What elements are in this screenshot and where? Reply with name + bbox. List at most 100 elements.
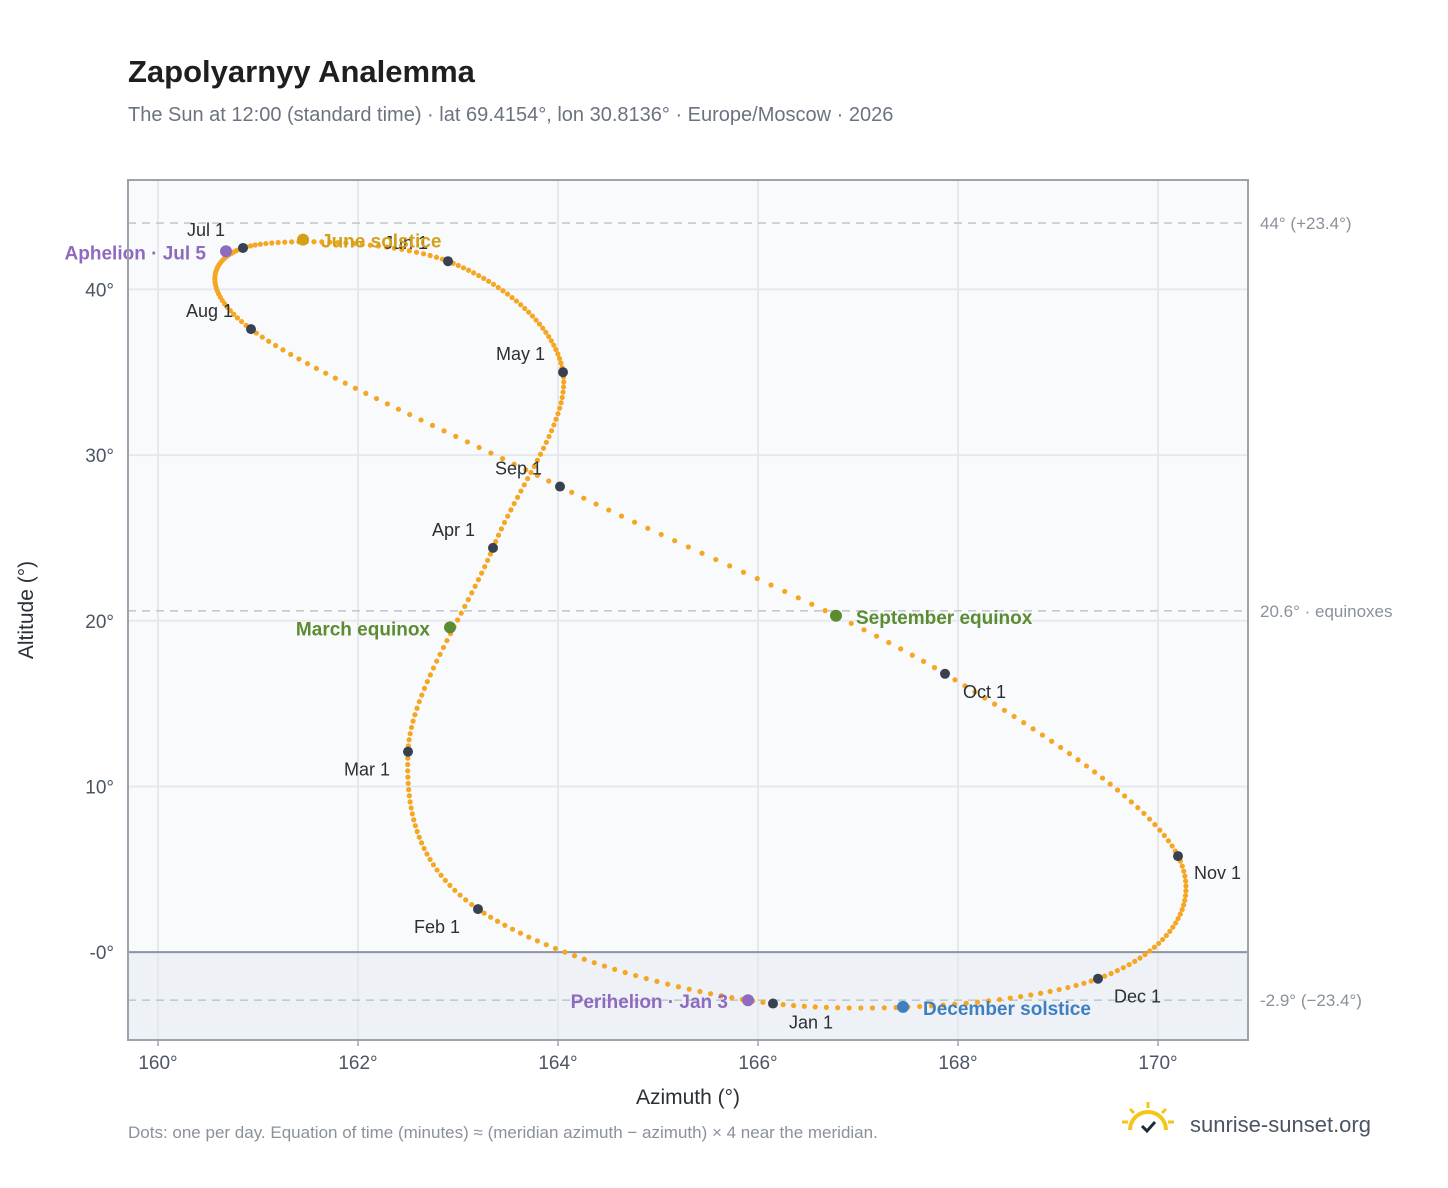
daily-sun-dot bbox=[408, 805, 414, 811]
month-label: Oct 1 bbox=[963, 682, 1006, 702]
daily-sun-dot bbox=[405, 780, 411, 787]
daily-sun-dot bbox=[263, 240, 269, 247]
daily-sun-dot bbox=[410, 718, 416, 724]
daily-sun-dot bbox=[974, 999, 981, 1005]
month-marker bbox=[558, 367, 568, 378]
daily-sun-dot bbox=[551, 422, 557, 428]
month-marker bbox=[555, 481, 565, 492]
month-markers: Jan 1 Feb 1 Mar 1 Apr 1 May 1 Jun 1 Jul 1 Aug 1… bbox=[186, 220, 1241, 1033]
daily-sun-dot bbox=[940, 1002, 946, 1008]
daily-sun-dot bbox=[546, 478, 552, 484]
daily-sun-dot bbox=[414, 828, 420, 835]
daily-sun-dot bbox=[238, 318, 245, 325]
daily-sun-dot bbox=[476, 272, 482, 279]
daily-sun-dot bbox=[1183, 888, 1189, 894]
month-label: Feb 1 bbox=[414, 917, 460, 937]
daily-sun-dot bbox=[498, 526, 505, 532]
daily-sun-dot bbox=[476, 444, 482, 451]
daily-sun-dot bbox=[1170, 924, 1176, 930]
daily-sun-dot bbox=[986, 998, 992, 1004]
daily-sun-dot bbox=[485, 557, 491, 563]
daily-sun-dot bbox=[416, 834, 422, 840]
daily-sun-dot bbox=[1047, 988, 1053, 995]
daily-sun-dot bbox=[462, 603, 468, 609]
daily-sun-dot bbox=[391, 245, 397, 251]
daily-sun-dot bbox=[1137, 955, 1143, 961]
event-marker bbox=[297, 233, 309, 246]
axes: 160° 162° 164° 166° 168° 170° -0° 10° 20° 30° 40° A… bbox=[15, 179, 1249, 1109]
daily-sun-dot bbox=[1152, 822, 1158, 828]
plot-area bbox=[128, 180, 1248, 1040]
daily-sun-dot bbox=[472, 583, 478, 589]
month-marker bbox=[403, 746, 413, 757]
daily-sun-dot bbox=[514, 494, 521, 500]
daily-sun-dot bbox=[335, 239, 341, 246]
daily-sun-dot bbox=[455, 262, 461, 269]
daily-sun-dot bbox=[1007, 995, 1013, 1001]
daily-sun-dot bbox=[1001, 707, 1007, 713]
daily-sun-dot bbox=[351, 241, 357, 247]
daily-sun-dot bbox=[419, 692, 425, 698]
daily-sun-dot bbox=[920, 658, 927, 664]
daily-sun-dot bbox=[559, 394, 565, 401]
brand[interactable]: sunrise-sunset.org bbox=[1120, 1100, 1400, 1150]
reference-line-label: 44° (+23.4°) bbox=[1260, 214, 1352, 233]
daily-sun-dot bbox=[509, 926, 516, 932]
x-tick-label: 166° bbox=[738, 1053, 777, 1074]
x-tick-label: 164° bbox=[538, 1053, 577, 1074]
daily-sun-dot bbox=[1135, 805, 1141, 811]
daily-sun-dot bbox=[1167, 928, 1173, 935]
daily-sun-dot bbox=[495, 532, 502, 538]
daily-sun-dot bbox=[327, 239, 333, 245]
daily-sun-dot bbox=[486, 278, 492, 284]
daily-sun-dot bbox=[343, 240, 349, 246]
y-tick-label: 30° bbox=[85, 446, 114, 467]
plot-background bbox=[128, 180, 1248, 1040]
daily-sun-dot bbox=[1030, 726, 1036, 732]
daily-sun-dot bbox=[413, 249, 420, 255]
daily-sun-dot bbox=[881, 1005, 887, 1011]
daily-sun-dot bbox=[421, 685, 428, 691]
daily-sun-dot bbox=[537, 451, 544, 457]
daily-sun-dot bbox=[367, 242, 373, 248]
daily-sun-dot bbox=[427, 672, 433, 678]
daily-sun-dot bbox=[501, 519, 508, 526]
daily-sun-dot bbox=[469, 901, 475, 908]
daily-sun-dot bbox=[405, 774, 411, 780]
daily-sun-dot bbox=[558, 360, 564, 366]
daily-sun-dot bbox=[543, 942, 549, 948]
daily-sun-dot bbox=[531, 463, 537, 469]
daily-sun-dot bbox=[441, 428, 447, 434]
daily-sun-dot bbox=[399, 246, 405, 253]
daily-sun-dot bbox=[835, 1005, 841, 1011]
daily-sun-dot bbox=[795, 595, 801, 601]
daily-sun-dot bbox=[529, 313, 536, 319]
daily-sun-dot bbox=[846, 1005, 852, 1011]
daily-sun-dot bbox=[269, 240, 275, 246]
daily-sun-dot bbox=[424, 679, 430, 685]
chart-subtitle: The Sun at 12:00 (standard time) · lat 6… bbox=[128, 104, 894, 126]
daily-sun-dot bbox=[407, 731, 413, 737]
daily-sun-dot bbox=[654, 978, 660, 984]
daily-sun-dot bbox=[548, 428, 555, 434]
daily-sun-dot bbox=[571, 953, 578, 959]
daily-sun-dot bbox=[373, 395, 380, 402]
daily-sun-dot bbox=[1151, 944, 1158, 950]
event-marker bbox=[220, 245, 232, 258]
daily-sun-dot bbox=[952, 677, 958, 683]
daily-sun-dot bbox=[418, 417, 424, 423]
daily-sun-dot bbox=[430, 665, 437, 671]
daily-sun-dot bbox=[790, 1002, 797, 1009]
daily-sun-dot bbox=[658, 531, 664, 538]
daily-sun-dot bbox=[1122, 793, 1128, 799]
daily-sun-dot bbox=[1179, 906, 1185, 913]
y-tick-label: 10° bbox=[85, 777, 114, 798]
daily-sun-dot bbox=[622, 969, 628, 976]
daily-sun-dot bbox=[561, 379, 567, 385]
daily-sun-dot bbox=[1132, 958, 1138, 964]
daily-sun-dot bbox=[442, 877, 448, 883]
daily-sun-dot bbox=[289, 239, 295, 245]
daily-sun-dot bbox=[1173, 920, 1179, 926]
daily-sun-dot bbox=[1088, 978, 1094, 984]
daily-sun-dot bbox=[612, 966, 618, 972]
